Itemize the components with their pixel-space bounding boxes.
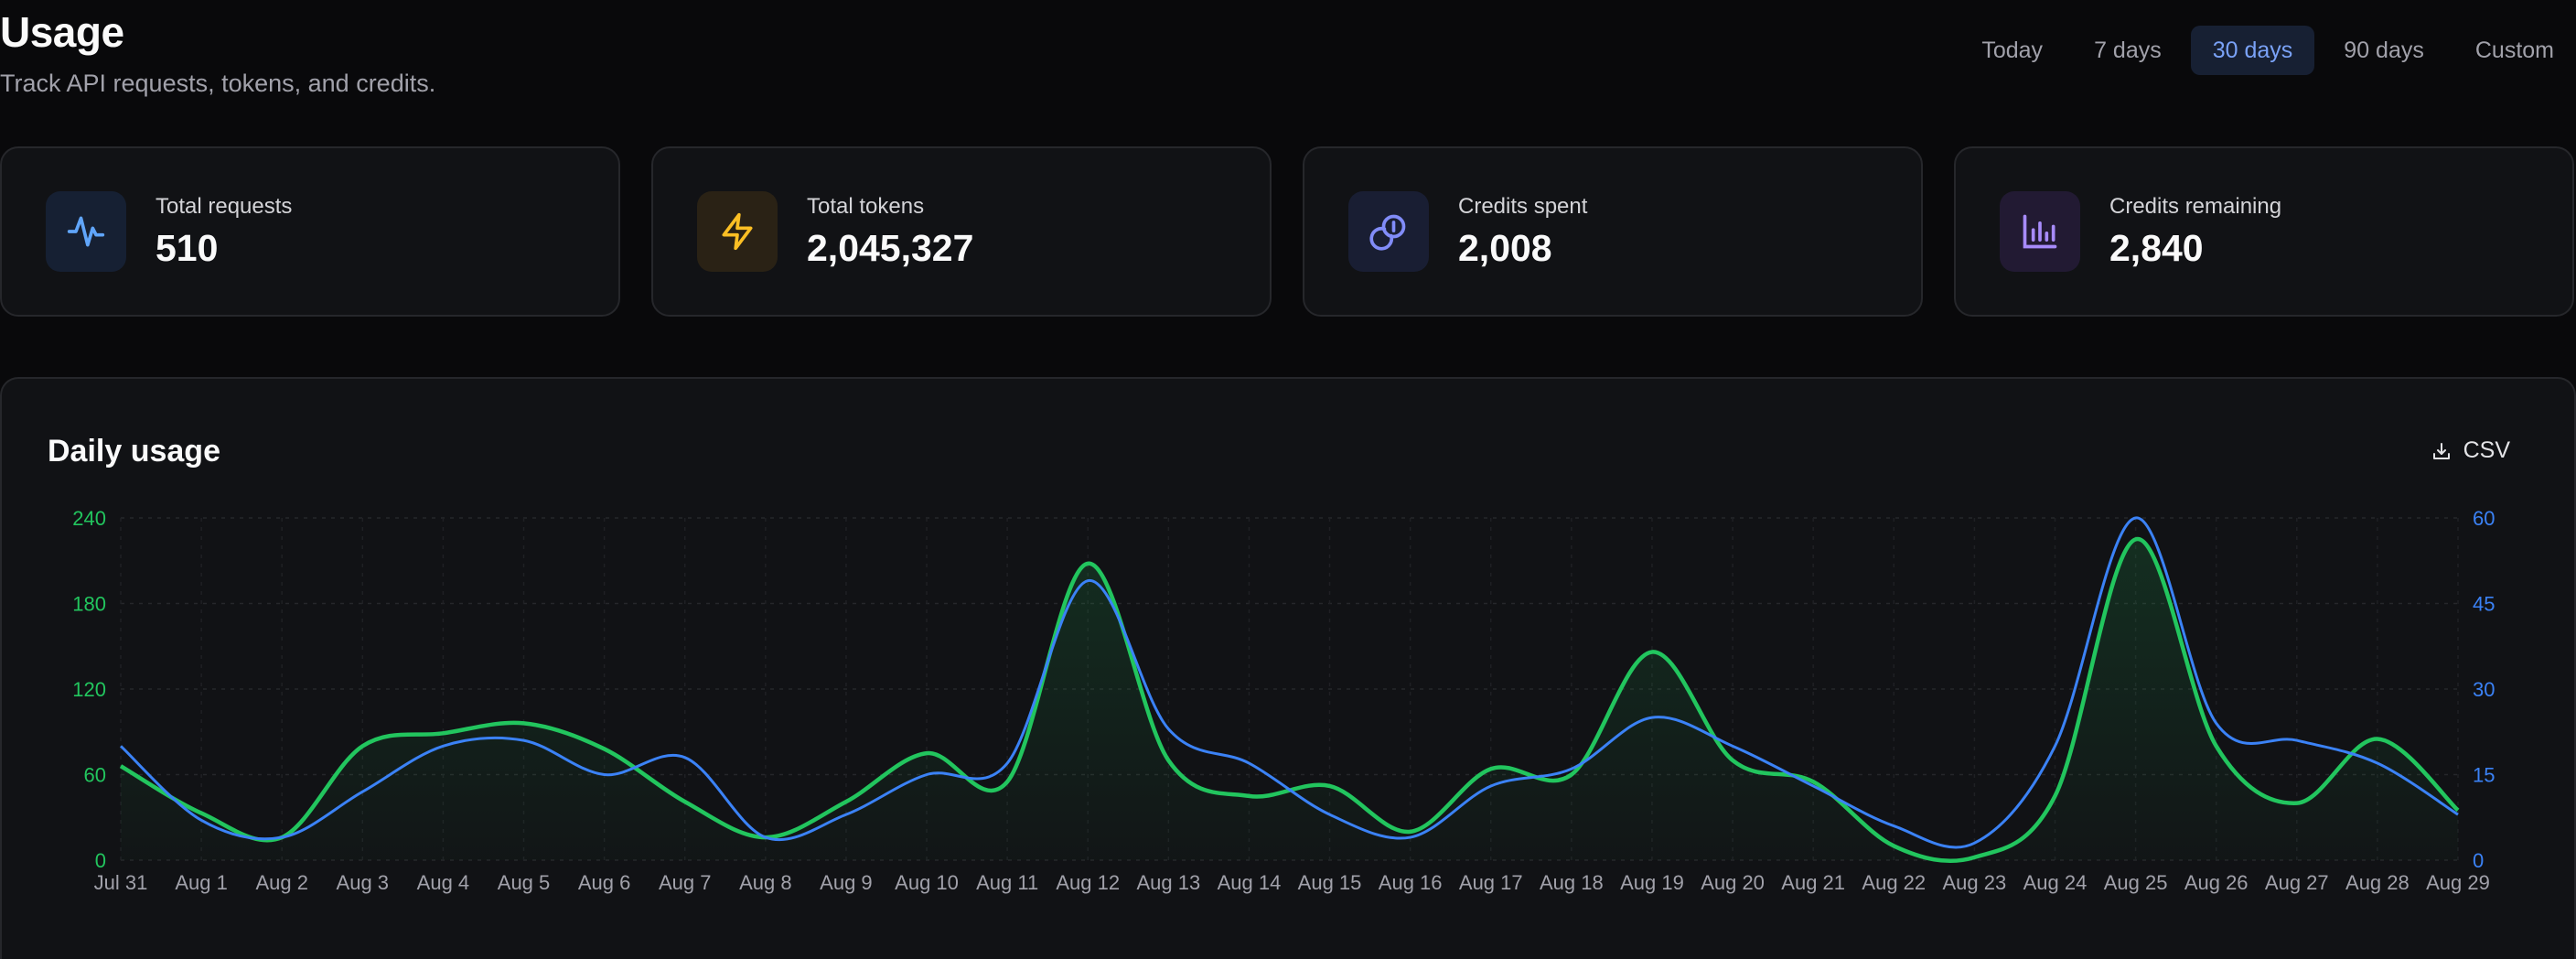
stat-label: Credits remaining	[2109, 193, 2282, 219]
y-right-tick-label: 0	[2473, 849, 2484, 872]
x-tick-label: Aug 10	[895, 871, 959, 894]
range-tab-7-days[interactable]: 7 days	[2094, 37, 2162, 63]
x-tick-label: Aug 16	[1379, 871, 1443, 894]
range-tab-30-days[interactable]: 30 days	[2190, 26, 2315, 75]
stat-label: Total tokens	[807, 193, 925, 219]
x-tick-label: Aug 18	[1540, 871, 1604, 894]
y-right-tick-label: 45	[2473, 593, 2495, 616]
x-tick-label: Aug 9	[820, 871, 873, 894]
x-tick-label: Aug 15	[1298, 871, 1362, 894]
stat-card-credits-spent: Credits spent 2,008	[1303, 146, 1923, 317]
series-1-line	[119, 516, 2459, 849]
x-tick-label: Aug 25	[2104, 871, 2168, 894]
x-tick-label: Aug 29	[2426, 871, 2490, 894]
stat-label: Credits spent	[1458, 193, 1588, 219]
x-tick-label: Aug 12	[1056, 871, 1120, 894]
series-0-area	[121, 539, 2458, 861]
x-tick-label: Aug 22	[1862, 871, 1926, 894]
stat-value: 2,045,327	[807, 226, 974, 269]
coins-icon	[1348, 191, 1429, 272]
x-tick-label: Aug 6	[578, 871, 631, 894]
range-tab-custom[interactable]: Custom	[2474, 37, 2554, 63]
lightning-icon	[697, 191, 778, 272]
x-tick-label: Aug 11	[976, 871, 1038, 894]
y-left-tick-label: 120	[72, 678, 106, 701]
y-right-tick-label: 30	[2473, 678, 2495, 701]
stat-value: 510	[156, 226, 219, 269]
daily-usage-chart: 0 60 120 180 240 0 15 30 45 60 Jul 31 Aug 1 Aug 2 Aug…	[72, 507, 2495, 894]
stat-value: 2,008	[1458, 226, 1552, 269]
y-left-tick-label: 60	[84, 764, 106, 787]
x-tick-label: Aug 27	[2265, 871, 2329, 894]
x-tick-label: Aug 17	[1459, 871, 1523, 894]
range-tab-90-days[interactable]: 90 days	[2344, 37, 2424, 63]
date-range-tabs: Today 7 days 30 days 90 days Custom	[1959, 26, 2576, 75]
x-tick-label: Aug 26	[2184, 871, 2249, 894]
y-left-tick-label: 240	[72, 507, 106, 530]
daily-usage-card: 0 60 120 180 240 0 15 30 45 60 Jul 31 Aug 1 Aug 2 Aug…	[0, 377, 2576, 959]
bar-chart-icon	[2000, 191, 2080, 272]
page-title: Usage	[0, 8, 124, 56]
download-icon	[2432, 442, 2450, 459]
x-tick-label: Aug 28	[2345, 871, 2410, 894]
x-tick-label: Aug 13	[1136, 871, 1200, 894]
page-subtitle: Track API requests, tokens, and credits.	[0, 70, 436, 97]
x-tick-label: Aug 19	[1620, 871, 1684, 894]
y-left-tick-label: 0	[95, 849, 106, 872]
csv-download-button[interactable]: CSV	[2431, 437, 2510, 464]
range-tab-today[interactable]: Today	[1981, 37, 2044, 63]
stats-row: Total requests 510 Total tokens 2,045,32…	[0, 146, 2574, 317]
stat-card-credits-remaining: Credits remaining 2,840	[1954, 146, 2574, 317]
x-tick-label: Jul 31	[94, 871, 148, 894]
stat-value: 2,840	[2109, 226, 2204, 269]
x-tick-label: Aug 2	[255, 871, 308, 894]
x-tick-label: Aug 7	[659, 871, 712, 894]
x-tick-label: Aug 1	[175, 871, 228, 894]
y-left-tick-label: 180	[72, 593, 106, 616]
x-tick-label: Aug 23	[1943, 871, 2007, 894]
series-0-line	[119, 537, 2460, 864]
stat-card-total-requests: Total requests 510	[0, 146, 620, 317]
x-tick-label: Aug 14	[1218, 871, 1282, 894]
y-right-tick-label: 15	[2473, 764, 2495, 787]
x-tick-label: Aug 21	[1781, 871, 1845, 894]
chart-title: Daily usage	[48, 434, 220, 469]
csv-button-label: CSV	[2463, 437, 2510, 463]
x-tick-label: Aug 3	[337, 871, 390, 894]
y-right-tick-label: 60	[2473, 507, 2495, 530]
x-tick-label: Aug 24	[2023, 871, 2088, 894]
stat-card-total-tokens: Total tokens 2,045,327	[651, 146, 1272, 317]
x-tick-label: Aug 8	[739, 871, 792, 894]
activity-icon	[46, 191, 126, 272]
x-tick-label: Aug 20	[1701, 871, 1765, 894]
x-tick-label: Aug 5	[498, 871, 551, 894]
x-tick-label: Aug 4	[417, 871, 470, 894]
stat-label: Total requests	[156, 193, 293, 219]
